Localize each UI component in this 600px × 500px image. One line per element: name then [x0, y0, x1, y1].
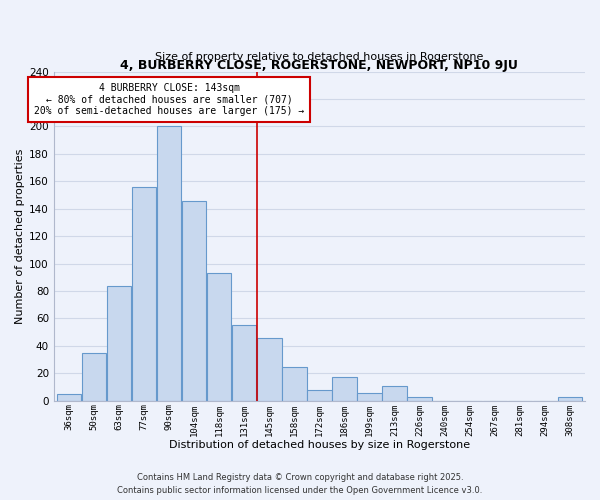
- Bar: [382, 386, 407, 401]
- Y-axis label: Number of detached properties: Number of detached properties: [15, 148, 25, 324]
- Bar: [332, 378, 357, 401]
- Bar: [182, 200, 206, 401]
- Bar: [207, 273, 232, 401]
- Text: 4 BURBERRY CLOSE: 143sqm
← 80% of detached houses are smaller (707)
20% of semi-: 4 BURBERRY CLOSE: 143sqm ← 80% of detach…: [34, 82, 304, 116]
- Bar: [557, 396, 582, 401]
- Title: 4, BURBERRY CLOSE, ROGERSTONE, NEWPORT, NP10 9JU: 4, BURBERRY CLOSE, ROGERSTONE, NEWPORT, …: [121, 58, 518, 71]
- Bar: [82, 353, 106, 401]
- Bar: [282, 366, 307, 401]
- Bar: [56, 394, 81, 401]
- Bar: [307, 390, 332, 401]
- Bar: [132, 187, 156, 401]
- Bar: [232, 326, 256, 401]
- Text: Size of property relative to detached houses in Rogerstone: Size of property relative to detached ho…: [155, 52, 484, 62]
- X-axis label: Distribution of detached houses by size in Rogerstone: Distribution of detached houses by size …: [169, 440, 470, 450]
- Bar: [107, 286, 131, 401]
- Bar: [157, 126, 181, 401]
- Bar: [257, 338, 281, 401]
- Bar: [407, 396, 432, 401]
- Text: Contains HM Land Registry data © Crown copyright and database right 2025.
Contai: Contains HM Land Registry data © Crown c…: [118, 474, 482, 495]
- Bar: [357, 392, 382, 401]
